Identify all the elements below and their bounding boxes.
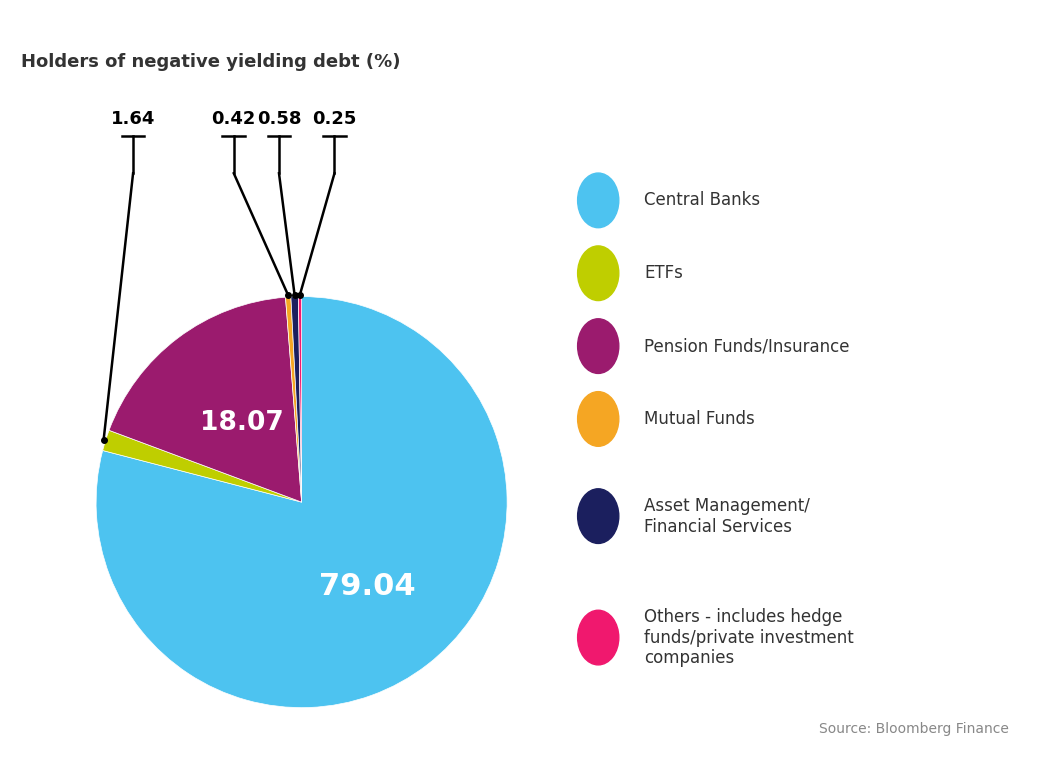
Wedge shape [103, 430, 302, 502]
Circle shape [577, 392, 619, 446]
Wedge shape [291, 297, 302, 502]
Text: Mutual Funds: Mutual Funds [644, 410, 755, 428]
Circle shape [577, 610, 619, 665]
Text: 0.42: 0.42 [211, 110, 256, 128]
Text: Pension Funds/Insurance: Pension Funds/Insurance [644, 337, 850, 355]
Circle shape [577, 489, 619, 543]
Text: 0.25: 0.25 [312, 110, 357, 128]
Circle shape [577, 173, 619, 228]
Circle shape [577, 319, 619, 373]
Text: 1.64: 1.64 [111, 110, 155, 128]
Wedge shape [109, 298, 302, 502]
Text: 79.04: 79.04 [318, 572, 415, 601]
Text: Asset Management/
Financial Services: Asset Management/ Financial Services [644, 496, 810, 536]
Text: Others - includes hedge
funds/private investment
companies: Others - includes hedge funds/private in… [644, 608, 854, 667]
Wedge shape [96, 297, 508, 707]
Text: 0.58: 0.58 [257, 110, 302, 128]
Wedge shape [298, 297, 302, 502]
Text: 18.07: 18.07 [201, 411, 284, 436]
Text: ETFs: ETFs [644, 264, 683, 282]
Circle shape [577, 246, 619, 301]
Wedge shape [285, 297, 302, 502]
Text: Central Banks: Central Banks [644, 191, 760, 209]
Text: Holders of negative yielding debt (%): Holders of negative yielding debt (%) [21, 53, 400, 71]
Text: Source: Bloomberg Finance: Source: Bloomberg Finance [818, 723, 1009, 736]
